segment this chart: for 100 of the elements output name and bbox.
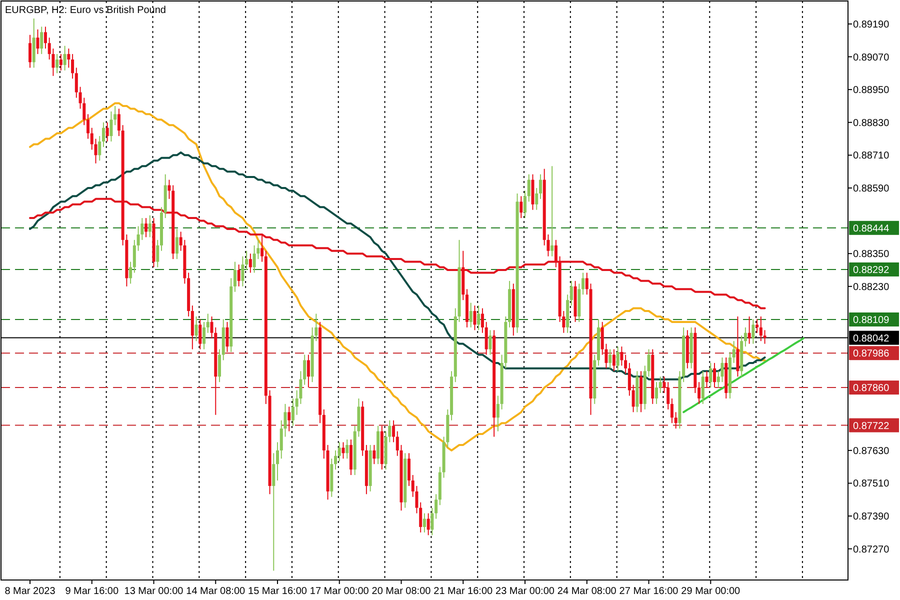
candlestick — [144, 218, 148, 238]
candlestick — [206, 313, 210, 334]
y-tick-label: 0.87510 — [853, 478, 890, 490]
candlestick — [756, 318, 759, 334]
candlestick — [698, 382, 701, 404]
x-tick-label: 13 Mar 00:00 — [124, 586, 184, 597]
candlestick — [114, 105, 117, 126]
x-tick-label: 23 Mar 00:00 — [496, 586, 555, 597]
candlestick — [194, 316, 198, 342]
candlestick — [430, 507, 434, 536]
candlestick — [520, 196, 523, 219]
candlestick — [582, 272, 585, 296]
candlestick — [616, 346, 620, 372]
x-tick-label: 20 Mar 08:00 — [372, 586, 432, 597]
candlestick — [74, 67, 78, 98]
y-tick-label: 0.88950 — [853, 85, 890, 96]
candlestick — [226, 321, 229, 353]
ref-line-label: 0.87860 — [853, 383, 890, 394]
candlestick — [422, 512, 426, 533]
candlestick — [71, 54, 74, 80]
ref-line-label: 0.88444 — [853, 223, 890, 234]
y-tick-label: 0.88710 — [853, 150, 890, 162]
candlestick — [40, 26, 44, 55]
candlestick — [705, 370, 708, 388]
candlestick — [148, 214, 152, 238]
candlestick — [709, 362, 712, 388]
candlestick — [36, 28, 40, 55]
candlestick — [260, 234, 264, 262]
candlestick — [662, 376, 666, 394]
candlestick — [426, 512, 430, 536]
candlestick — [291, 398, 294, 426]
candlestick — [392, 420, 396, 443]
candlestick — [245, 250, 248, 270]
candlestick — [632, 384, 635, 413]
candlestick — [701, 370, 704, 404]
candlestick — [168, 179, 171, 200]
candlestick — [484, 321, 488, 356]
candlestick — [752, 318, 755, 344]
candlestick — [102, 122, 105, 148]
candlestick — [554, 239, 558, 268]
x-tick-label: 27 Mar 16:00 — [619, 586, 679, 597]
candlestick — [524, 190, 527, 219]
candlestick — [550, 166, 554, 257]
candlestick — [736, 316, 740, 378]
candlestick — [473, 305, 476, 331]
candlestick — [612, 348, 616, 372]
candlestick — [276, 442, 280, 481]
ref-line-label: 0.87986 — [853, 348, 890, 360]
candlestick — [434, 494, 438, 520]
candlestick — [67, 48, 70, 68]
candlestick — [44, 26, 47, 50]
candlestick — [218, 348, 221, 383]
candlestick — [346, 438, 349, 460]
candlestick — [63, 45, 66, 71]
chart-title: EURGBP, H2: Euro vs British Pound — [5, 5, 166, 16]
candlestick — [98, 136, 102, 162]
candlestick — [372, 444, 376, 465]
ref-line-label: 0.88042 — [853, 333, 890, 344]
line-series — [29, 102, 766, 452]
x-tick-label: 21 Mar 16:00 — [434, 586, 494, 597]
candlestick — [248, 253, 252, 274]
candlestick — [306, 354, 310, 388]
candlestick — [132, 239, 136, 274]
candlestick — [628, 362, 631, 396]
candlestick — [237, 264, 240, 287]
line-series — [682, 337, 804, 414]
candlestick — [303, 354, 306, 386]
candlestick — [744, 326, 747, 348]
candlestick — [342, 442, 345, 460]
candlestick — [28, 34, 32, 68]
candlestick — [407, 452, 410, 486]
candlestick — [535, 187, 538, 210]
candlestick — [419, 502, 422, 533]
y-tick-label: 0.89070 — [853, 52, 890, 64]
candlestick — [469, 302, 472, 328]
candlestick — [763, 330, 766, 344]
candlestick — [527, 174, 530, 202]
candlestick — [288, 406, 291, 432]
y-tick-label: 0.87390 — [853, 512, 890, 523]
candlestick — [233, 261, 236, 292]
y-tick-label: 0.88590 — [853, 183, 890, 194]
candlestick — [538, 174, 542, 200]
candlestick — [56, 54, 59, 74]
x-tick-label: 17 Mar 00:00 — [310, 586, 370, 597]
candlestick — [488, 330, 492, 356]
candlestick — [198, 318, 202, 350]
y-tick-label: 0.88830 — [853, 118, 890, 129]
candlestick — [732, 340, 736, 364]
y-tick-label: 0.89190 — [853, 19, 890, 30]
candlestick — [477, 305, 480, 331]
y-tick-label: 0.87270 — [853, 544, 890, 556]
candlestick — [480, 308, 484, 334]
candlestick — [620, 346, 624, 366]
candlestick — [759, 316, 762, 342]
ref-line-label: 0.88292 — [853, 264, 890, 276]
candlestick — [241, 256, 244, 287]
x-tick-label: 29 Mar 00:00 — [681, 586, 741, 597]
candlestick — [713, 362, 716, 388]
candlestick — [748, 316, 751, 344]
ref-line-label: 0.87722 — [853, 420, 890, 432]
